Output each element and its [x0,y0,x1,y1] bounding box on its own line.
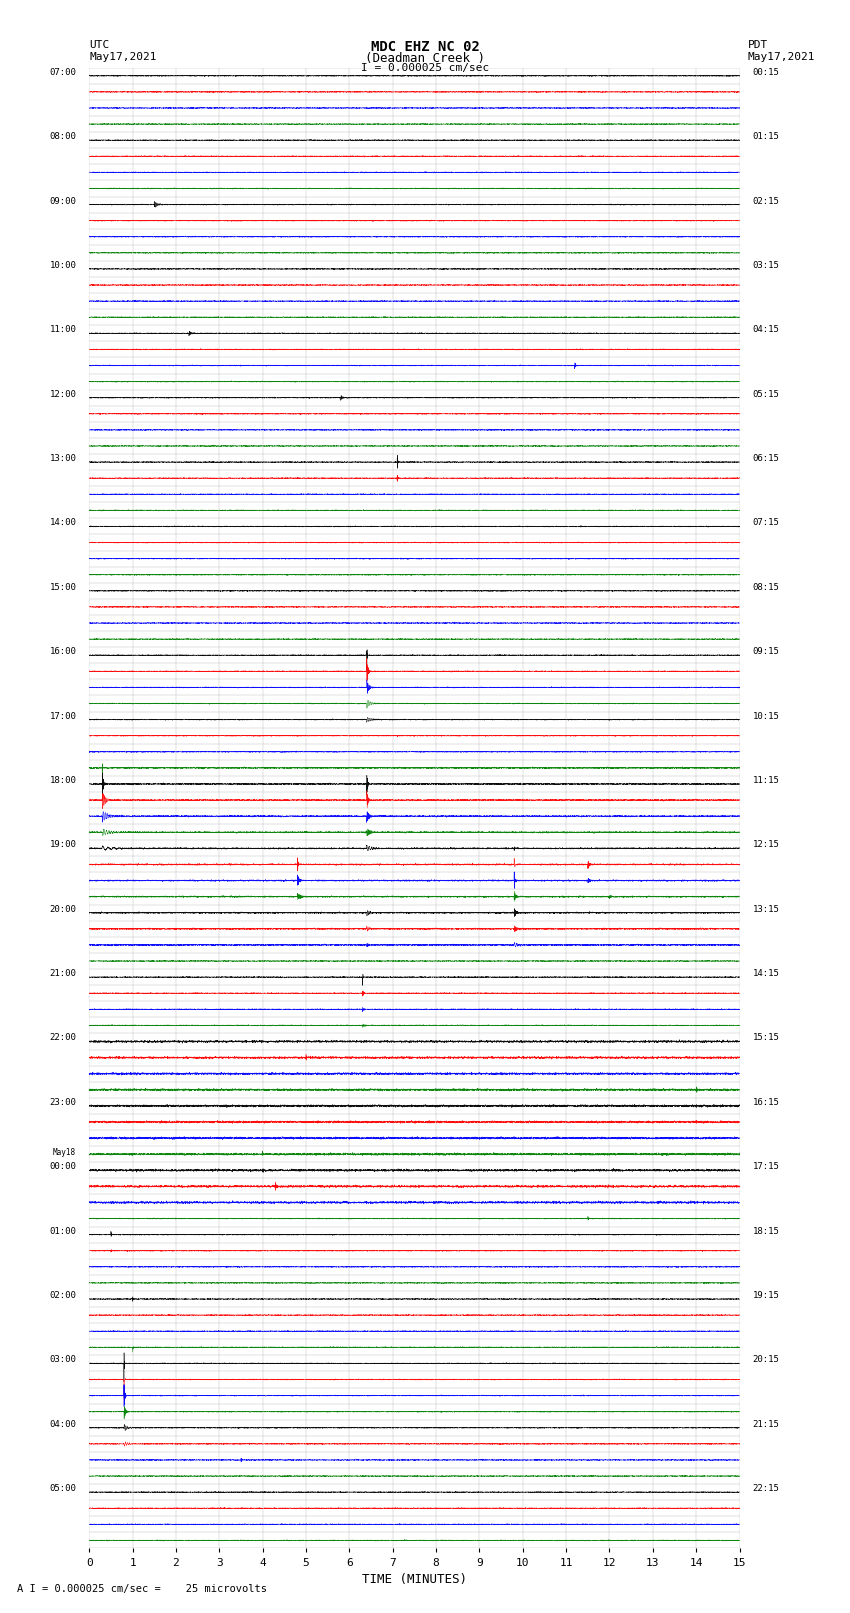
Text: UTC: UTC [89,40,110,50]
Text: I = 0.000025 cm/sec: I = 0.000025 cm/sec [361,63,489,73]
Text: (Deadman Creek ): (Deadman Creek ) [365,52,485,65]
Text: 03:15: 03:15 [752,261,779,269]
Text: 19:00: 19:00 [49,840,76,850]
Text: 16:00: 16:00 [49,647,76,656]
X-axis label: TIME (MINUTES): TIME (MINUTES) [362,1573,467,1586]
Text: 20:15: 20:15 [752,1355,779,1365]
Text: 04:00: 04:00 [49,1419,76,1429]
Text: 01:15: 01:15 [752,132,779,140]
Text: 20:00: 20:00 [49,905,76,913]
Text: May18: May18 [53,1148,76,1157]
Text: 00:15: 00:15 [752,68,779,77]
Text: May17,2021: May17,2021 [89,52,156,61]
Text: A I = 0.000025 cm/sec =    25 microvolts: A I = 0.000025 cm/sec = 25 microvolts [17,1584,267,1594]
Text: 07:00: 07:00 [49,68,76,77]
Text: 05:00: 05:00 [49,1484,76,1494]
Text: 17:00: 17:00 [49,711,76,721]
Text: 12:00: 12:00 [49,390,76,398]
Text: 13:15: 13:15 [752,905,779,913]
Text: 03:00: 03:00 [49,1355,76,1365]
Text: 22:15: 22:15 [752,1484,779,1494]
Text: 11:15: 11:15 [752,776,779,786]
Text: 16:15: 16:15 [752,1098,779,1107]
Text: 10:00: 10:00 [49,261,76,269]
Text: 18:15: 18:15 [752,1226,779,1236]
Text: 14:00: 14:00 [49,518,76,527]
Text: PDT: PDT [748,40,768,50]
Text: 09:15: 09:15 [752,647,779,656]
Text: MDC EHZ NC 02: MDC EHZ NC 02 [371,40,479,55]
Text: 07:15: 07:15 [752,518,779,527]
Text: 08:00: 08:00 [49,132,76,140]
Text: 09:00: 09:00 [49,197,76,205]
Text: 12:15: 12:15 [752,840,779,850]
Text: 01:00: 01:00 [49,1226,76,1236]
Text: 15:00: 15:00 [49,582,76,592]
Text: 00:00: 00:00 [49,1163,76,1171]
Text: 15:15: 15:15 [752,1034,779,1042]
Text: 23:00: 23:00 [49,1098,76,1107]
Text: 04:15: 04:15 [752,326,779,334]
Text: May17,2021: May17,2021 [748,52,815,61]
Text: 05:15: 05:15 [752,390,779,398]
Text: 19:15: 19:15 [752,1290,779,1300]
Text: 10:15: 10:15 [752,711,779,721]
Text: 08:15: 08:15 [752,582,779,592]
Text: 21:00: 21:00 [49,969,76,977]
Text: 11:00: 11:00 [49,326,76,334]
Text: 02:00: 02:00 [49,1290,76,1300]
Text: 22:00: 22:00 [49,1034,76,1042]
Text: 06:15: 06:15 [752,453,779,463]
Text: 17:15: 17:15 [752,1163,779,1171]
Text: 21:15: 21:15 [752,1419,779,1429]
Text: 02:15: 02:15 [752,197,779,205]
Text: 14:15: 14:15 [752,969,779,977]
Text: 13:00: 13:00 [49,453,76,463]
Text: 18:00: 18:00 [49,776,76,786]
